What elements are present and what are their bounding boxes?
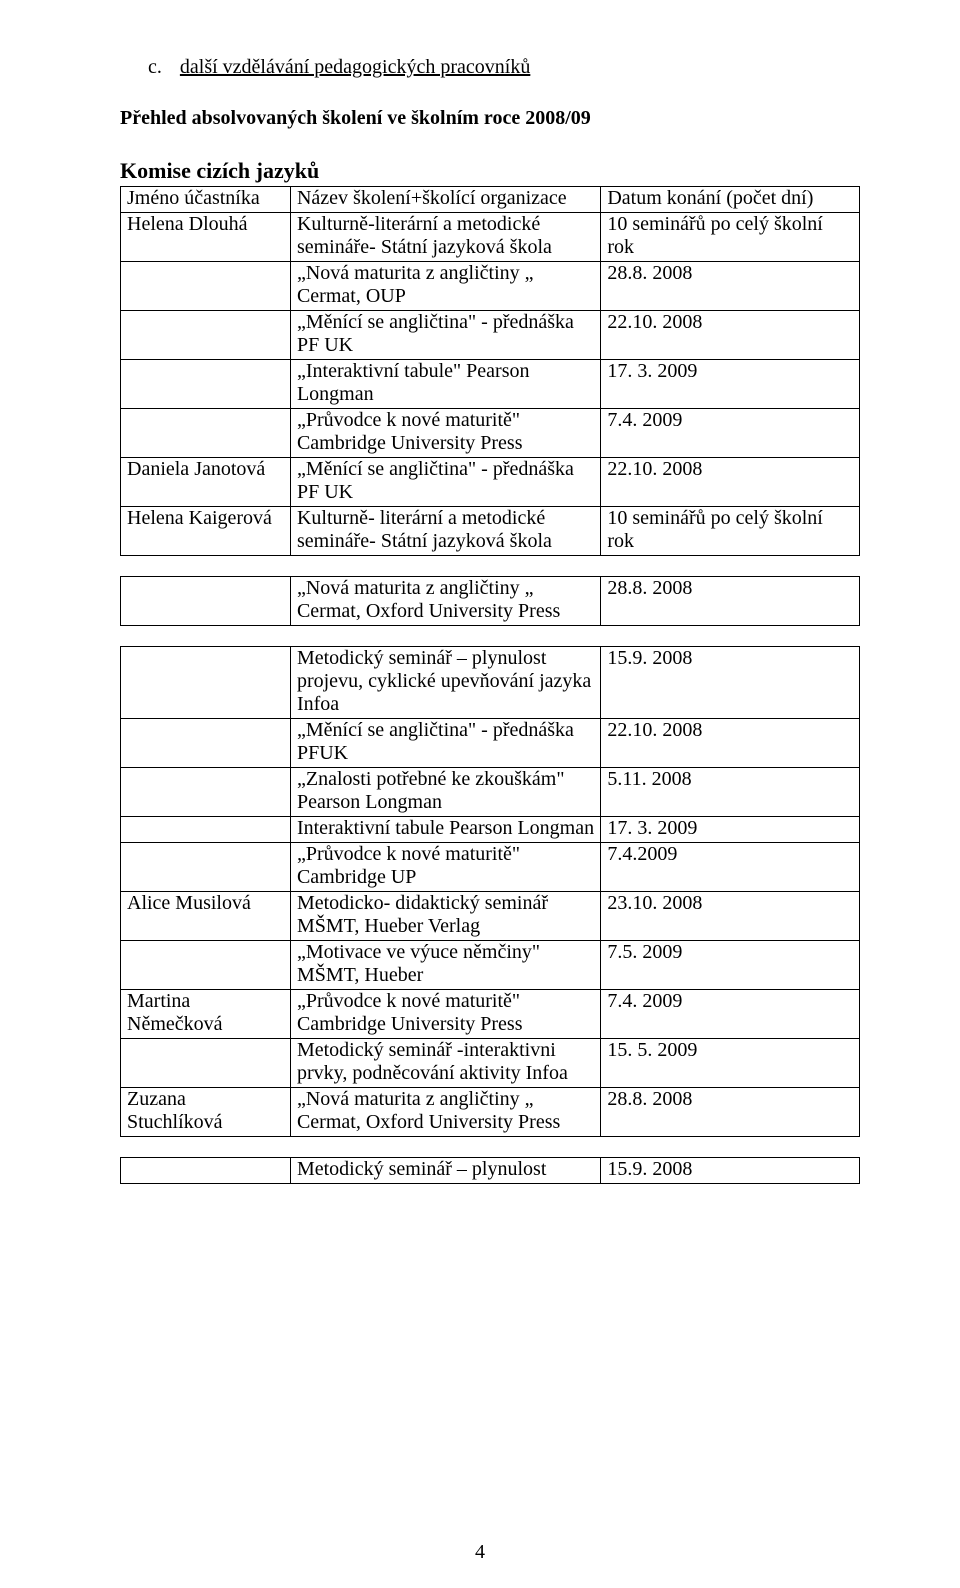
- cell-course: „Průvodce k nové maturitě" Cambridge Uni…: [290, 990, 600, 1039]
- cell-name: Helena Dlouhá: [121, 213, 291, 262]
- training-table-c: Metodický seminář – plynulost projevu, c…: [120, 646, 860, 1137]
- cell-name: [121, 1039, 291, 1088]
- cell-name: [121, 577, 291, 626]
- cell-course: „Nová maturita z angličtiny „ Cermat, Ox…: [290, 1088, 600, 1137]
- cell-date: 17. 3. 2009: [601, 817, 860, 843]
- section-row: c. další vzdělávání pedagogických pracov…: [120, 56, 860, 79]
- cell-course: „Motivace ve výuce němčiny" MŠMT, Hueber: [290, 941, 600, 990]
- cell-date: 7.5. 2009: [601, 941, 860, 990]
- cell-course: „Měnící se angličtina" - přednáška PF UK: [290, 458, 600, 507]
- table-gap: [120, 1137, 860, 1157]
- header-cell-course: Název školení+školící organizace: [290, 187, 600, 213]
- cell-date: 22.10. 2008: [601, 719, 860, 768]
- section-letter: c.: [148, 56, 162, 79]
- table-row: „Průvodce k nové maturitě" Cambridge Uni…: [121, 409, 860, 458]
- cell-course: Interaktivní tabule Pearson Longman: [290, 817, 600, 843]
- cell-course: Metodický seminář – plynulost projevu, c…: [290, 647, 600, 719]
- cell-date: 28.8. 2008: [601, 262, 860, 311]
- table-row: Martina Němečková„Průvodce k nové maturi…: [121, 990, 860, 1039]
- table-row: Metodický seminář – plynulost15.9. 2008: [121, 1158, 860, 1184]
- cell-course: „Nová maturita z angličtiny „ Cermat, OU…: [290, 262, 600, 311]
- subtitle: Přehled absolvovaných školení ve školním…: [120, 107, 860, 130]
- cell-date: 28.8. 2008: [601, 577, 860, 626]
- cell-name: [121, 360, 291, 409]
- table-gap: [120, 626, 860, 646]
- cell-course: Metodický seminář -interaktivni prvky, p…: [290, 1039, 600, 1088]
- cell-date: 22.10. 2008: [601, 311, 860, 360]
- cell-course: Metodický seminář – plynulost: [290, 1158, 600, 1184]
- page: c. další vzdělávání pedagogických pracov…: [0, 0, 960, 1588]
- cell-course: „Nová maturita z angličtiny „ Cermat, Ox…: [290, 577, 600, 626]
- cell-date: 15.9. 2008: [601, 1158, 860, 1184]
- table-row: „Znalosti potřebné ke zkouškám" Pearson …: [121, 768, 860, 817]
- table-row: „Nová maturita z angličtiny „ Cermat, Ox…: [121, 577, 860, 626]
- cell-name: Daniela Janotová: [121, 458, 291, 507]
- cell-date: 5.11. 2008: [601, 768, 860, 817]
- table-row: Daniela Janotová„Měnící se angličtina" -…: [121, 458, 860, 507]
- table-header-row: Jméno účastníka Název školení+školící or…: [121, 187, 860, 213]
- table-row: „Průvodce k nové maturitě" Cambridge UP7…: [121, 843, 860, 892]
- page-number: 4: [0, 1541, 960, 1564]
- table-row: Zuzana Stuchlíková„Nová maturita z angli…: [121, 1088, 860, 1137]
- cell-name: [121, 262, 291, 311]
- cell-course: „Interaktivní tabule" Pearson Longman: [290, 360, 600, 409]
- cell-name: [121, 843, 291, 892]
- cell-date: 28.8. 2008: [601, 1088, 860, 1137]
- cell-name: [121, 647, 291, 719]
- header-cell-date: Datum konání (počet dní): [601, 187, 860, 213]
- cell-date: 7.4. 2009: [601, 990, 860, 1039]
- cell-name: Alice Musilová: [121, 892, 291, 941]
- cell-date: 10 seminářů po celý školní rok: [601, 213, 860, 262]
- cell-date: 15.9. 2008: [601, 647, 860, 719]
- cell-name: [121, 719, 291, 768]
- cell-date: 7.4. 2009: [601, 409, 860, 458]
- cell-course: Kulturně-literární a metodické semináře-…: [290, 213, 600, 262]
- table-row: Metodický seminář -interaktivni prvky, p…: [121, 1039, 860, 1088]
- cell-name: Martina Němečková: [121, 990, 291, 1039]
- cell-date: 10 seminářů po celý školní rok: [601, 507, 860, 556]
- table-row: „Interaktivní tabule" Pearson Longman17.…: [121, 360, 860, 409]
- cell-course: „Měnící se angličtina" - přednáška PFUK: [290, 719, 600, 768]
- training-table-a: Jméno účastníka Název školení+školící or…: [120, 186, 860, 556]
- cell-name: Zuzana Stuchlíková: [121, 1088, 291, 1137]
- table-row: Metodický seminář – plynulost projevu, c…: [121, 647, 860, 719]
- cell-date: 22.10. 2008: [601, 458, 860, 507]
- cell-name: [121, 768, 291, 817]
- cell-name: [121, 941, 291, 990]
- cell-date: 17. 3. 2009: [601, 360, 860, 409]
- cell-course: „Průvodce k nové maturitě" Cambridge Uni…: [290, 409, 600, 458]
- header-cell-name: Jméno účastníka: [121, 187, 291, 213]
- table-row: Interaktivní tabule Pearson Longman17. 3…: [121, 817, 860, 843]
- table-row: Helena KaigerováKulturně- literární a me…: [121, 507, 860, 556]
- table-row: Helena DlouháKulturně-literární a metodi…: [121, 213, 860, 262]
- table-row: „Motivace ve výuce němčiny" MŠMT, Hueber…: [121, 941, 860, 990]
- cell-name: [121, 409, 291, 458]
- cell-course: Metodicko- didaktický seminář MŠMT, Hueb…: [290, 892, 600, 941]
- section-title: další vzdělávání pedagogických pracovník…: [180, 56, 530, 78]
- training-table-b: „Nová maturita z angličtiny „ Cermat, Ox…: [120, 576, 860, 626]
- cell-name: [121, 1158, 291, 1184]
- cell-course: „Měnící se angličtina" - přednáška PF UK: [290, 311, 600, 360]
- cell-name: [121, 311, 291, 360]
- cell-course: „Znalosti potřebné ke zkouškám" Pearson …: [290, 768, 600, 817]
- table-row: „Měnící se angličtina" - přednáška PF UK…: [121, 311, 860, 360]
- table-row: Alice MusilováMetodicko- didaktický semi…: [121, 892, 860, 941]
- training-table-d: Metodický seminář – plynulost15.9. 2008: [120, 1157, 860, 1184]
- table-row: „Měnící se angličtina" - přednáška PFUK2…: [121, 719, 860, 768]
- table-row: „Nová maturita z angličtiny „ Cermat, OU…: [121, 262, 860, 311]
- table-gap: [120, 556, 860, 576]
- cell-course: „Průvodce k nové maturitě" Cambridge UP: [290, 843, 600, 892]
- cell-name: [121, 817, 291, 843]
- cell-date: 23.10. 2008: [601, 892, 860, 941]
- cell-course: Kulturně- literární a metodické semináře…: [290, 507, 600, 556]
- cell-date: 7.4.2009: [601, 843, 860, 892]
- cell-name: Helena Kaigerová: [121, 507, 291, 556]
- komise-heading: Komise cizích jazyků: [120, 158, 860, 184]
- cell-date: 15. 5. 2009: [601, 1039, 860, 1088]
